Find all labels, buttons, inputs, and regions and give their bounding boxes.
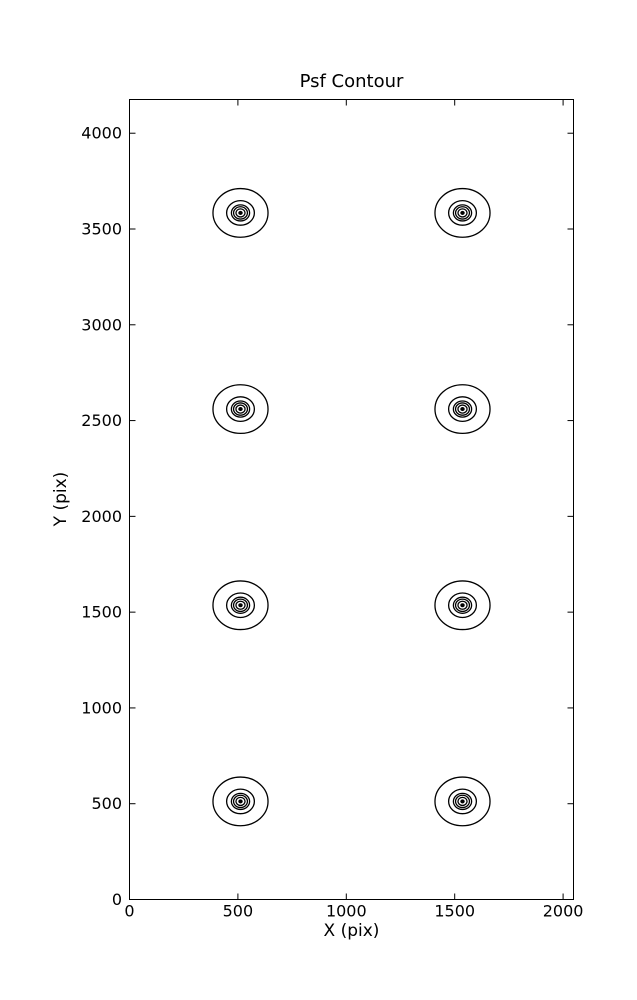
contour-ring [235,600,246,610]
contour-ring [230,400,251,418]
contour-ring [225,788,256,815]
contour-ring [452,792,473,811]
y-tick-label: 0 [112,890,122,909]
contour-ring [232,794,249,809]
contour-spot [212,776,269,827]
contour-ring [452,204,473,222]
contour-ring [225,199,256,226]
contour-ring [457,796,468,807]
contour-spot [434,384,491,435]
contour-ring [212,187,269,238]
contour-ring [232,402,249,416]
psf-core-dot [460,603,465,608]
contour-ring [225,592,256,619]
y-tick-label: 2000 [81,507,122,526]
contour-ring [212,776,269,827]
psf-core-dot [238,799,243,804]
x-axis-label: X (pix) [323,921,380,941]
chart-title: Psf Contour [299,71,404,92]
psf-core-dot [460,407,465,412]
x-tick-label: 500 [223,902,254,921]
contour-ring [454,598,471,613]
contour-spot [434,187,491,238]
x-tick-label: 2000 [543,902,584,921]
axes-frame [129,99,574,900]
contour-spot [434,776,491,827]
contour-ring [232,206,249,220]
contour-ring [452,400,473,418]
contour-ring [230,792,251,811]
contour-ring [457,208,468,218]
contour-ring [230,204,251,222]
contour-ring [447,592,478,619]
psf-core-dot [460,210,465,215]
contour-ring [457,600,468,610]
contour-ring [232,598,249,613]
contour-spot [212,384,269,435]
x-tick-label: 0 [124,902,134,921]
contour-ring [230,596,251,614]
contour-ring [454,794,471,809]
contour-spot [212,580,269,631]
contour-ring [225,396,256,422]
y-tick-label: 2500 [81,411,122,430]
y-tick-label: 3000 [81,315,122,334]
contour-ring [434,776,491,827]
contour-ring [235,404,246,414]
y-tick-label: 500 [91,794,122,813]
y-tick-label: 3500 [81,220,122,239]
y-tick-label: 1500 [81,603,122,622]
psf-core-dot [238,210,243,215]
y-tick-label: 1000 [81,698,122,717]
y-axis-label: Y (pix) [51,471,71,527]
contour-ring [454,402,471,416]
contour-ring [447,199,478,226]
psf-core-dot [460,799,465,804]
contour-ring [454,206,471,220]
contour-spot [212,187,269,238]
contour-ring [434,580,491,631]
contour-spot [434,580,491,631]
contour-ring [452,596,473,614]
y-tick-label: 4000 [81,124,122,143]
contour-ring [434,384,491,435]
x-tick-label: 1500 [434,902,475,921]
contour-ring [457,404,468,414]
psf-core-dot [238,603,243,608]
x-tick-label: 1000 [326,902,367,921]
contour-ring [434,187,491,238]
contour-ring [447,788,478,815]
contour-ring [235,208,246,218]
contour-ring [447,396,478,422]
contour-ring [212,580,269,631]
contour-ring [235,796,246,807]
contour-ring [212,384,269,435]
psf-core-dot [238,407,243,412]
